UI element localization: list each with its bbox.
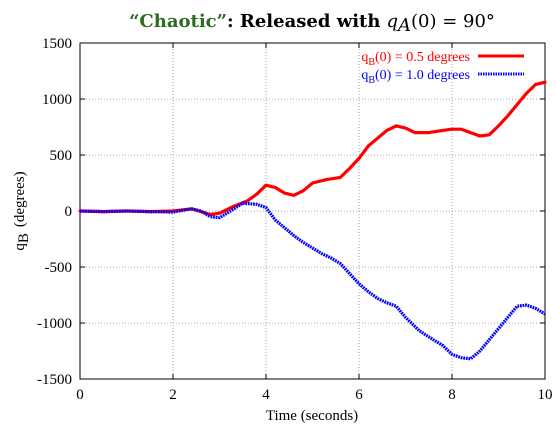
legend-red-sub: B	[368, 57, 375, 68]
legend-label-blue: qB(0) = 1.0 degrees	[361, 68, 470, 86]
chart-title: “Chaotic”: Released with qA(0) = 90°	[129, 11, 495, 36]
y-tick-label: -1000	[37, 316, 72, 332]
legend-label-red: qB(0) = 0.5 degrees	[361, 50, 470, 68]
legend-blue-sub: B	[368, 75, 375, 86]
legend-red-main: q	[361, 50, 368, 65]
legend-red-rest: (0) = 0.5 degrees	[375, 50, 470, 65]
series-line-blue	[79, 201, 546, 361]
series-line-red	[78, 80, 547, 216]
y-tick-label: 500	[50, 148, 73, 164]
axis-ticks: 0 2 4 6 8 10 -1500 -1000 -500 0 500 1000 1500	[37, 36, 553, 403]
x-tick-label: 2	[169, 387, 177, 403]
y-tick-label: -500	[45, 260, 73, 276]
chart-title-math-var: q	[386, 11, 398, 32]
x-axis-label: Time (seconds)	[266, 408, 358, 424]
x-tick-label: 4	[262, 387, 270, 403]
x-tick-label: 10	[538, 387, 553, 403]
chart-title-rest: : Released with	[227, 11, 380, 32]
x-tick-label: 0	[76, 387, 84, 403]
y-tick-label: -1500	[37, 372, 72, 388]
y-axis-label-sub: B	[16, 233, 32, 243]
x-tick-label: 8	[448, 387, 456, 403]
y-axis-label: qB (degrees)	[12, 171, 32, 250]
chart-title-quoted: “Chaotic”	[129, 11, 227, 32]
y-axis-label-rest: (degrees)	[12, 171, 28, 227]
y-tick-label: 1000	[42, 92, 72, 108]
chart-title-math-sub: A	[396, 15, 411, 36]
grid-lines	[80, 43, 545, 379]
legend-blue-main: q	[361, 68, 368, 83]
chart-title-math-rest: (0) = 90°	[411, 11, 495, 32]
y-axis-label-main: q	[12, 243, 28, 251]
series-lines	[78, 80, 547, 361]
legend-blue-rest: (0) = 1.0 degrees	[375, 68, 470, 83]
x-tick-label: 6	[355, 387, 363, 403]
legend: qB(0) = 0.5 degrees qB(0) = 1.0 degrees	[361, 50, 524, 86]
y-tick-label: 0	[65, 204, 73, 220]
y-tick-label: 1500	[42, 36, 72, 52]
